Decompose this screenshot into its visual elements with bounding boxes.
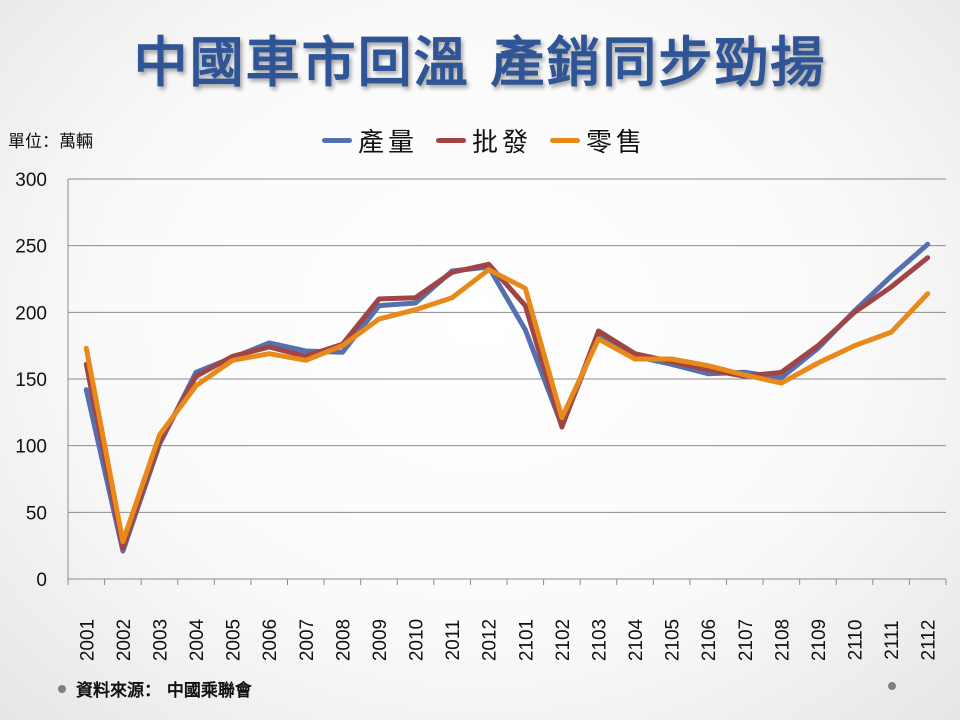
series-line-1	[83, 241, 931, 554]
legend-item-wholesale: 批發	[436, 122, 532, 159]
x-tick-label: 2004	[187, 618, 208, 661]
x-tick-label: 2011	[443, 620, 464, 661]
bullet-icon	[58, 684, 66, 693]
slide-title: 中國車市回溫 產銷同步勁揚	[133, 31, 827, 94]
x-tick-label: 2104	[626, 618, 647, 661]
x-tick-label: 2008	[333, 619, 354, 661]
x-tick-label: 2005	[224, 619, 245, 661]
slide-dot-icon	[888, 682, 896, 690]
chart-legend: 產量 批發 零售	[322, 122, 646, 158]
x-tick-label: 2106	[699, 619, 720, 661]
series-line-3	[83, 267, 931, 545]
legend-label-retail: 零售	[586, 127, 647, 158]
x-tick-label: 2012	[480, 619, 501, 661]
x-tick-label: 2112	[919, 620, 940, 661]
x-tick-label: 2009	[370, 619, 391, 661]
y-tick-label: 150	[15, 370, 47, 391]
x-tick-label: 2103	[589, 619, 610, 661]
x-tick-label: 2110	[846, 620, 867, 661]
x-tick-label: 2010	[407, 619, 428, 661]
x-tick-label: 2109	[809, 619, 830, 661]
y-tick-label: 200	[15, 303, 47, 324]
y-tick-label: 300	[15, 170, 47, 191]
x-tick-label: 2101	[516, 619, 537, 661]
x-tick-label: 2107	[736, 619, 757, 661]
y-tick-label: 100	[15, 437, 47, 458]
x-tick-label: 2102	[553, 619, 574, 661]
legend-label-wholesale: 批發	[472, 127, 533, 158]
y-tick-label: 250	[15, 237, 47, 258]
legend-item-production: 產量	[322, 122, 418, 159]
legend-swatch-retail	[550, 137, 581, 143]
x-tick-label: 2002	[114, 619, 135, 661]
source-text: 資料來源： 中國乘聯會	[76, 681, 252, 701]
legend-label-production: 產量	[358, 127, 419, 158]
x-tick-label: 2001	[77, 619, 98, 661]
source-note: 資料來源： 中國乘聯會	[58, 676, 252, 701]
legend-item-retail: 零售	[550, 122, 646, 159]
legend-swatch-wholesale	[436, 137, 467, 143]
x-tick-label: 2111	[882, 620, 903, 659]
legend-swatch-production	[322, 137, 352, 143]
y-tick-label: 0	[36, 570, 47, 591]
x-tick-label: 2108	[772, 619, 793, 661]
y-tick-label: 50	[26, 503, 47, 524]
x-tick-label: 2105	[663, 619, 684, 661]
x-tick-label: 2003	[150, 619, 171, 661]
series-line-2	[83, 255, 931, 551]
unit-label: 單位：萬輛	[8, 132, 93, 152]
x-tick-label: 2007	[297, 619, 318, 661]
x-tick-label: 2006	[260, 619, 281, 661]
